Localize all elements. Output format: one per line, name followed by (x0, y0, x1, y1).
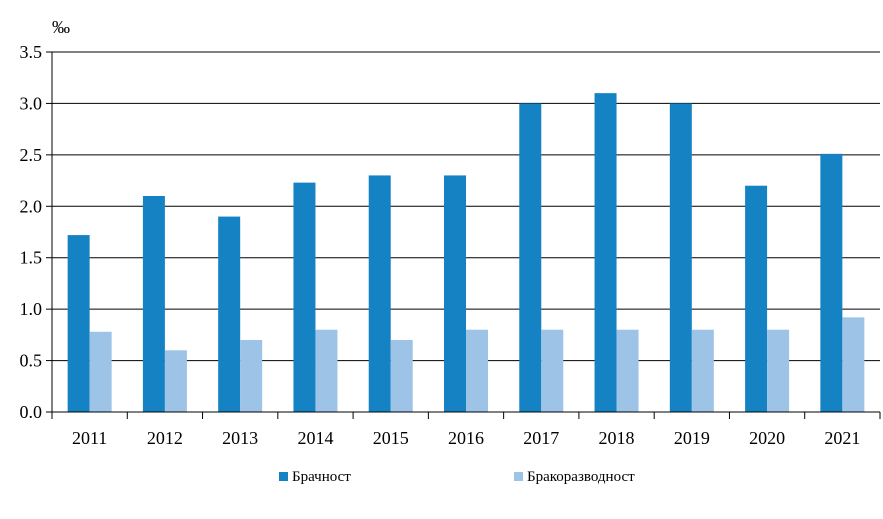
bar-divorce (315, 329, 338, 412)
legend: Брачност Бракоразводност (279, 469, 635, 485)
x-tick-label: 2012 (147, 428, 183, 448)
y-tick-label: 3.5 (20, 42, 43, 62)
bar-divorce (842, 317, 865, 412)
bar-marriage (368, 175, 391, 412)
bar-marriage (218, 216, 241, 412)
y-axis-ticks: 0.0 0.5 1.0 1.5 2.0 2.5 3.0 3.5 (20, 42, 52, 422)
y-tick-label: 0.5 (20, 351, 43, 371)
bar-marriage (594, 93, 617, 413)
legend-swatch (279, 472, 288, 481)
x-tick-label: 2014 (297, 428, 333, 448)
legend-label: Бракоразводност (527, 469, 635, 485)
bars (67, 93, 865, 413)
axes (51, 52, 880, 413)
x-tick-label: 2021 (824, 428, 860, 448)
bar-marriage (519, 103, 542, 412)
bar-divorce (164, 350, 187, 412)
x-tick-label: 2018 (599, 428, 635, 448)
x-tick-label: 2011 (72, 428, 107, 448)
bar-divorce (466, 329, 488, 412)
bar-divorce (691, 329, 714, 412)
y-tick-label: 3.0 (20, 93, 43, 113)
bar-marriage (67, 235, 90, 412)
x-axis-ticks: 2011 2012 2013 2014 2015 2016 2017 2018 2019 2020… (51, 412, 881, 448)
y-unit-label: ‰ (52, 17, 70, 37)
bar-divorce (89, 331, 112, 412)
legend-label: Брачност (292, 469, 351, 485)
x-tick-label: 2019 (674, 428, 710, 448)
legend-swatch (514, 472, 523, 481)
bar-divorce (541, 329, 564, 412)
bar-divorce (616, 329, 639, 412)
x-tick-label: 2015 (373, 428, 409, 448)
x-tick-label: 2017 (523, 428, 559, 448)
bar-marriage (444, 175, 466, 412)
x-tick-label: 2013 (222, 428, 258, 448)
x-tick-label: 2016 (448, 428, 484, 448)
x-tick-label: 2020 (749, 428, 785, 448)
y-tick-label: 2.5 (20, 145, 43, 165)
y-tick-label: 1.5 (20, 248, 43, 268)
bar-marriage (745, 185, 768, 412)
bar-divorce (767, 329, 790, 412)
bar-marriage (669, 103, 692, 412)
bar-divorce (390, 340, 413, 412)
bar-marriage (142, 196, 165, 412)
bar-marriage (820, 153, 843, 413)
y-tick-label: 2.0 (20, 196, 43, 216)
bar-marriage (293, 182, 316, 412)
y-tick-label: 1.0 (20, 299, 43, 319)
bar-divorce (240, 340, 263, 412)
y-tick-label: 0.0 (20, 402, 43, 422)
